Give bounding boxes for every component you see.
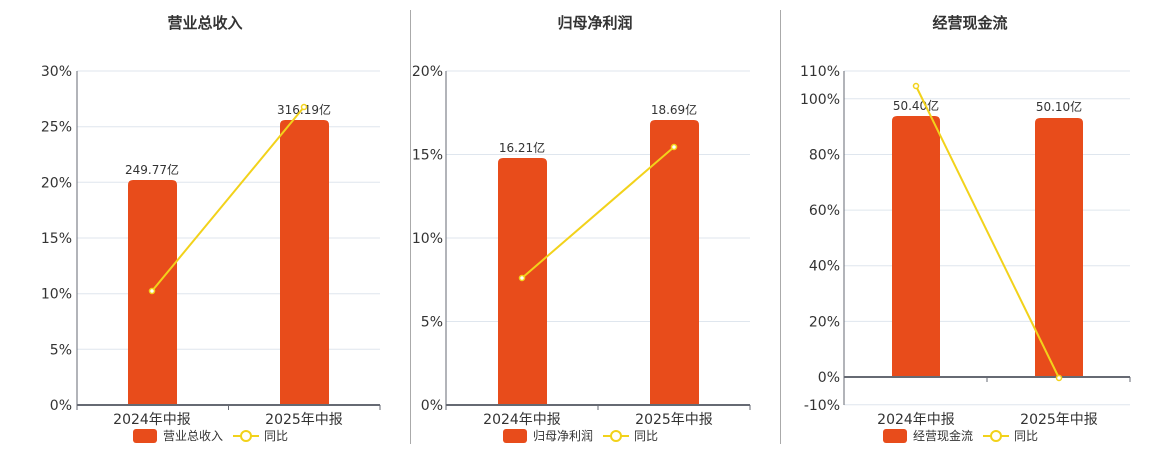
yoy-line [915, 85, 1060, 379]
chart-legend: 归母净利润 同比 [503, 427, 658, 444]
legend-line-swatch-icon[interactable] [983, 429, 1010, 443]
yoy-point[interactable] [300, 103, 308, 111]
x-tick: 2025年中报 [265, 412, 343, 428]
x-tick: 2024年中报 [877, 412, 955, 428]
y-tick: 5% [50, 342, 72, 358]
panel-divider [410, 10, 411, 444]
chart-legend: 经营现金流 同比 [883, 427, 1038, 444]
yoy-line [521, 146, 675, 279]
bar-value-label: 50.40亿 [893, 98, 939, 113]
chart-plot: 110% 100% 80% 60% 40% 20% 0% -10% 50.40亿… [800, 64, 1131, 428]
bar-2025[interactable] [1035, 118, 1083, 377]
y-tick: 100% [800, 92, 840, 108]
x-tick: 2024年中报 [483, 412, 561, 428]
y-tick: 10% [41, 287, 72, 303]
yoy-point[interactable] [670, 143, 678, 151]
legend-line-label[interactable]: 同比 [1014, 429, 1039, 443]
y-tick: 40% [809, 259, 840, 275]
x-tick: 2025年中报 [635, 412, 713, 428]
y-tick: 60% [809, 203, 840, 219]
bar-value-label: 50.10亿 [1036, 99, 1082, 114]
legend-line-label[interactable]: 同比 [264, 429, 289, 443]
x-tick: 2025年中报 [1020, 412, 1098, 428]
y-tick: 5% [421, 315, 443, 331]
yoy-point[interactable] [912, 82, 920, 90]
legend-bar-swatch[interactable] [503, 428, 527, 443]
y-tick: 25% [41, 120, 72, 136]
chart-title: 经营现金流 [932, 14, 1008, 32]
y-tick: 15% [412, 148, 443, 164]
bar-2025[interactable] [650, 120, 699, 405]
y-tick: 20% [412, 64, 443, 80]
chart-panel-revenue: 营业总收入 30% 25% 20% 15% 10% 5% 0% 249.77亿 … [0, 0, 410, 450]
y-tick: 10% [412, 231, 443, 247]
y-tick: 110% [800, 64, 840, 80]
y-tick: 20% [41, 175, 72, 191]
yoy-point[interactable] [518, 274, 526, 282]
panel-divider [780, 10, 781, 444]
y-tick: 80% [809, 148, 840, 164]
chart-legend: 营业总收入 同比 [133, 427, 288, 444]
legend-bar-swatch[interactable] [133, 428, 157, 443]
legend-line-swatch-icon[interactable] [603, 429, 630, 443]
yoy-point[interactable] [148, 287, 156, 295]
y-tick: 0% [421, 398, 443, 414]
chart-title: 营业总收入 [167, 14, 243, 32]
chart-plot: 30% 25% 20% 15% 10% 5% 0% 249.77亿 316.19… [41, 64, 381, 428]
bar-value-label: 18.69亿 [651, 102, 697, 117]
y-tick: 30% [41, 64, 72, 80]
bar-value-label: 16.21亿 [499, 140, 545, 155]
chart-panel-net-profit: 归母净利润 20% 15% 10% 5% 0% 16.21亿 18.69亿 [410, 0, 780, 450]
legend-bar-swatch[interactable] [883, 428, 907, 443]
legend-bar-label[interactable]: 归母净利润 [533, 429, 594, 443]
y-tick: -10% [804, 398, 840, 414]
y-tick: 0% [818, 370, 840, 386]
bar-2025[interactable] [280, 120, 329, 405]
y-tick: 15% [41, 231, 72, 247]
legend-bar-label[interactable]: 经营现金流 [913, 429, 974, 443]
chart-panel-operating-cashflow: 经营现金流 110% 100% 80% 60% 40% 20% 0% -10% … [780, 0, 1160, 450]
chart-title: 归母净利润 [557, 14, 633, 32]
y-tick: 0% [50, 398, 72, 414]
y-tick: 20% [809, 314, 840, 330]
bar-2024[interactable] [892, 116, 940, 377]
bar-2024[interactable] [498, 158, 547, 405]
bar-value-label: 249.77亿 [125, 162, 179, 177]
legend-line-swatch-icon[interactable] [233, 429, 260, 443]
chart-plot: 20% 15% 10% 5% 0% 16.21亿 18.69亿 2024年中报 … [412, 64, 751, 428]
yoy-point[interactable] [1055, 374, 1063, 382]
legend-line-label[interactable]: 同比 [634, 429, 659, 443]
x-tick: 2024年中报 [113, 412, 191, 428]
legend-bar-label[interactable]: 营业总收入 [163, 429, 224, 443]
yoy-line [151, 106, 305, 292]
